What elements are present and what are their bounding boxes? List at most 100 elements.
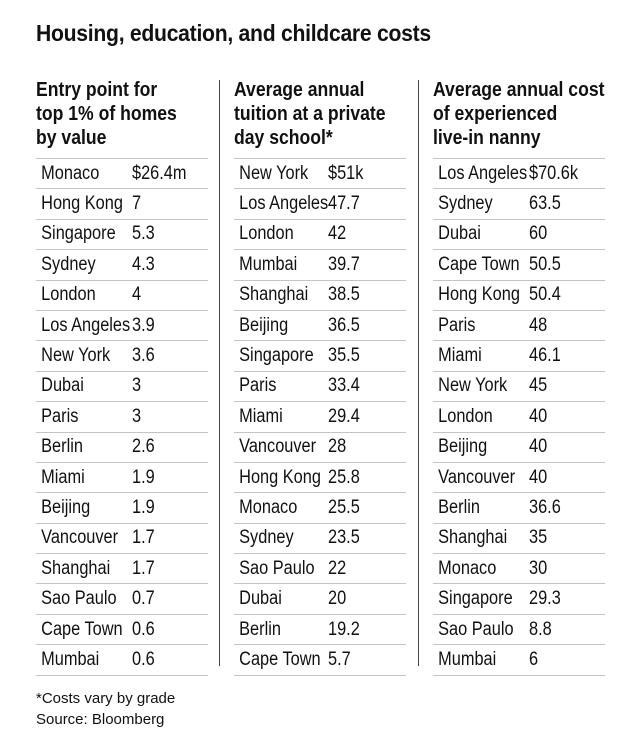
city-cell: Monaco [239,496,298,518]
tuition-table: Average annual tuition at a private day sc… [234,78,406,676]
city-cell: Dubai [239,588,282,610]
table-row: Monaco $26.4m [36,158,208,190]
value-cell: 2.6 [132,436,155,458]
chart-title: Housing, education, and childcare costs [36,20,431,46]
table-row: London 4 [36,281,208,311]
value-cell: 35.5 [328,345,360,367]
table-rows: New York $51k Los Angeles 47.7 London 42 Mumba… [234,158,406,676]
table-row: Beijing 1.9 [36,493,208,524]
city-cell: Paris [239,375,277,397]
table-row: Los Angeles $70.6k [433,158,605,190]
city-cell: London [438,405,493,427]
city-cell: Shanghai [239,284,309,306]
city-cell: Miami [41,466,85,488]
value-cell: 1.9 [132,496,155,518]
column-header-line: top 1% of homes [36,103,177,125]
city-cell: Vancouver [41,527,119,549]
value-cell: 40 [529,405,548,427]
value-cell: 33.4 [328,375,360,397]
city-cell: Hong Kong [438,284,520,306]
table-row: Sydney 4.3 [36,250,208,281]
value-cell: 63.5 [529,193,561,215]
value-cell: 4 [132,284,142,306]
table-row: Paris 3 [36,402,208,433]
value-cell: 35 [529,527,548,549]
city-cell: Beijing [438,436,488,458]
city-cell: Sydney [239,527,294,549]
table-row: Miami 46.1 [433,341,605,372]
value-cell: 50.4 [529,284,561,306]
value-cell: 4.3 [132,253,155,275]
value-cell: 25.8 [328,466,360,488]
table-row: London 42 [234,220,406,251]
value-cell: 0.7 [132,588,155,610]
table-row: Sao Paulo 8.8 [433,615,605,646]
value-cell: 3 [132,405,142,427]
table-row: Shanghai 1.7 [36,554,208,585]
table-row: Los Angeles 3.9 [36,311,208,342]
value-cell: 46.1 [529,345,561,367]
table-rows: Los Angeles $70.6k Sydney 63.5 Dubai 60 Cape T… [433,158,605,676]
city-cell: Berlin [239,618,281,640]
table-row: Hong Kong 25.8 [234,463,406,494]
value-cell: 19.2 [328,618,360,640]
table-row: Paris 48 [433,311,605,342]
table-row: Shanghai 35 [433,524,605,555]
column-header-line: by value [36,127,107,149]
value-cell: 38.5 [328,284,360,306]
table-row: Sydney 63.5 [433,189,605,220]
city-cell: Singapore [41,223,116,245]
value-cell: 22 [328,557,347,579]
value-cell: 7 [132,193,142,215]
city-cell: Vancouver [438,466,516,488]
city-cell: Beijing [41,496,91,518]
column-header-line: day school* [234,127,333,149]
city-cell: New York [41,345,111,367]
value-cell: $51k [328,162,364,184]
city-cell: Miami [239,405,283,427]
value-cell: 60 [529,223,548,245]
value-cell: 1.9 [132,466,155,488]
value-cell: 20 [328,588,347,610]
value-cell: 28 [328,436,347,458]
city-cell: Sao Paulo [438,618,514,640]
city-cell: Mumbai [41,648,100,670]
value-cell: 5.3 [132,223,155,245]
table-row: Hong Kong 7 [36,189,208,220]
table-row: Dubai 60 [433,220,605,251]
value-cell: $26.4m [132,162,187,184]
table-row: Dubai 3 [36,372,208,403]
table-row: Miami 1.9 [36,463,208,494]
table-row: Sao Paulo 0.7 [36,584,208,615]
source-note: Source: Bloomberg [36,711,165,728]
table-row: Mumbai 6 [433,645,605,676]
value-cell: 40 [529,466,548,488]
table-row: Vancouver 28 [234,433,406,463]
value-cell: 0.6 [132,618,155,640]
table-row: New York 3.6 [36,341,208,372]
value-cell: 6 [529,648,539,670]
column-header-line: Entry point for [36,79,158,101]
table-row: Sydney 23.5 [234,524,406,555]
city-cell: Sao Paulo [41,588,117,610]
value-cell: 3.6 [132,345,155,367]
city-cell: Singapore [438,588,513,610]
city-cell: Los Angeles [438,162,528,184]
city-cell: Dubai [41,375,84,397]
value-cell: 1.7 [132,557,155,579]
table-row: Singapore 29.3 [433,584,605,615]
city-cell: Mumbai [239,253,298,275]
value-cell: 29.3 [529,588,561,610]
city-cell: Dubai [438,223,481,245]
table-row: Mumbai 0.6 [36,645,208,676]
city-cell: Singapore [239,345,314,367]
value-cell: 3.9 [132,314,155,336]
table-row: Miami 29.4 [234,402,406,433]
value-cell: $70.6k [529,162,579,184]
city-cell: Hong Kong [41,193,123,215]
city-cell: Cape Town [438,253,520,275]
city-cell: Paris [41,405,79,427]
city-cell: Berlin [41,436,83,458]
table-row: Shanghai 38.5 [234,281,406,311]
city-cell: Beijing [239,314,289,336]
